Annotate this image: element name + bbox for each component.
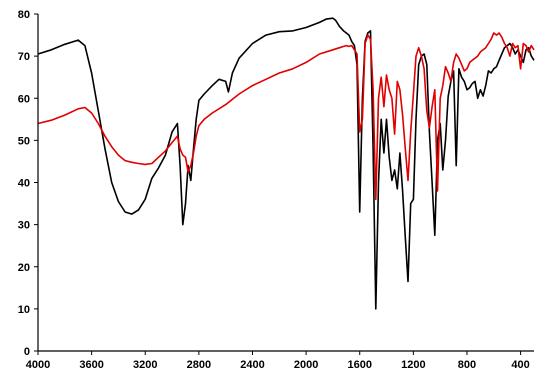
y-tick-label: 70 (18, 51, 30, 63)
x-tick-label: 4000 (26, 359, 50, 371)
x-tick-label: 800 (458, 359, 476, 371)
x-tick-label: 400 (511, 359, 529, 371)
x-tick-label: 2800 (187, 359, 211, 371)
series-line-1 (37, 17, 535, 310)
x-axis-ticks: 4000 3600 3200 2800 2400 2000 1600 1200 800 400 (26, 351, 530, 371)
y-tick-label: 40 (18, 178, 30, 190)
x-tick-label: 3200 (133, 359, 157, 371)
y-axis-ticks: 0 10 20 30 40 50 60 70 80 (18, 9, 38, 358)
series-line-2 (37, 32, 535, 201)
x-tick-label: 2400 (240, 359, 264, 371)
y-tick-label: 60 (18, 93, 30, 105)
x-tick-label: 1600 (347, 359, 371, 371)
y-tick-label: 10 (18, 304, 30, 316)
x-tick-label: 3600 (79, 359, 103, 371)
y-tick-label: 80 (18, 9, 30, 21)
y-tick-label: 50 (18, 135, 30, 147)
x-tick-label: 1200 (401, 359, 425, 371)
series-layer (37, 17, 535, 310)
y-tick-label: 20 (18, 262, 30, 274)
y-tick-label: 30 (18, 220, 30, 232)
y-tick-label: 0 (24, 346, 30, 358)
x-tick-label: 2000 (294, 359, 318, 371)
